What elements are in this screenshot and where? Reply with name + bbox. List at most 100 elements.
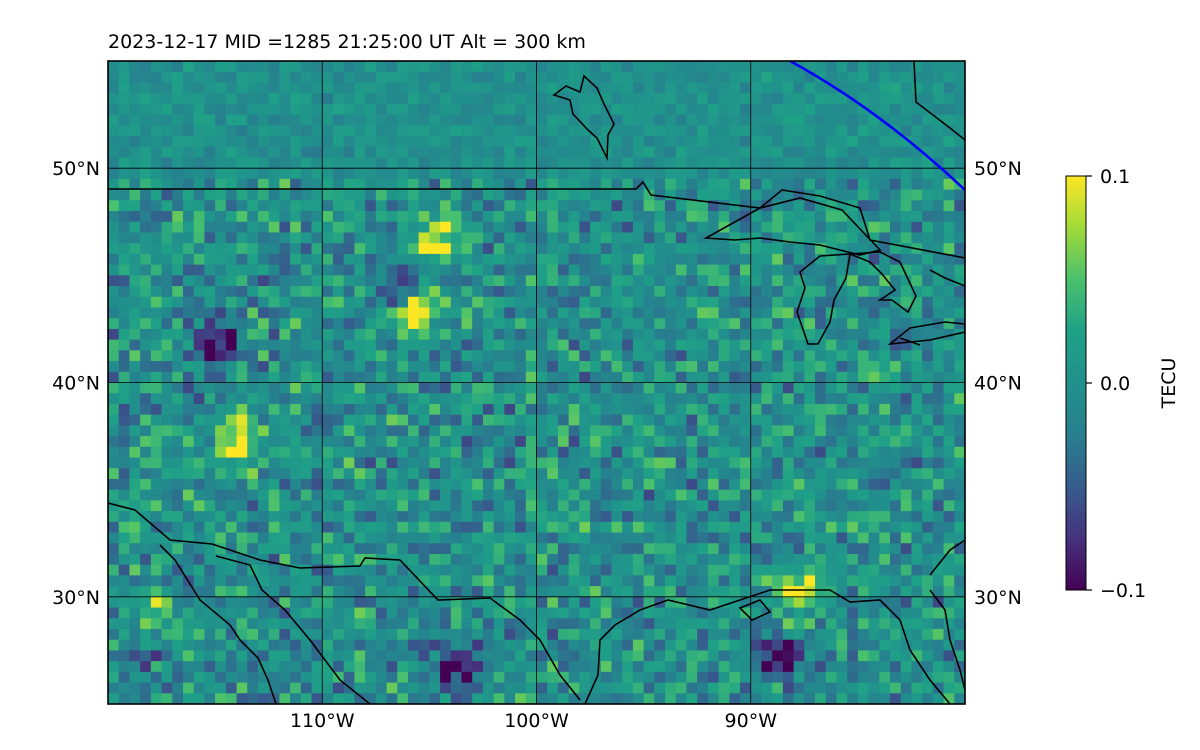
heatmap-cell bbox=[407, 511, 420, 523]
heatmap-cell bbox=[643, 661, 655, 673]
heatmap-cell bbox=[343, 146, 355, 159]
heatmap-cell bbox=[879, 82, 891, 94]
heatmap-cell bbox=[429, 521, 441, 534]
heatmap-cell bbox=[900, 93, 913, 105]
heatmap-cell bbox=[504, 103, 516, 116]
heatmap-cell bbox=[140, 500, 152, 512]
heatmap-cell bbox=[686, 350, 698, 362]
heatmap-cell bbox=[150, 403, 163, 416]
heatmap-cell bbox=[675, 468, 688, 480]
heatmap-cell bbox=[654, 436, 666, 448]
heatmap-cell bbox=[108, 661, 120, 673]
heatmap-cell bbox=[140, 114, 152, 126]
heatmap-cell bbox=[161, 403, 173, 416]
heatmap-cell bbox=[568, 414, 580, 426]
heatmap-cell bbox=[740, 403, 752, 416]
heatmap-cell bbox=[600, 596, 613, 609]
heatmap-cell bbox=[354, 650, 366, 662]
heatmap-cell bbox=[815, 543, 827, 555]
heatmap-cell bbox=[504, 693, 516, 704]
heatmap-cell bbox=[943, 82, 955, 94]
heatmap-cell bbox=[632, 157, 645, 169]
heatmap-cell bbox=[665, 125, 677, 137]
heatmap-cell bbox=[515, 436, 527, 448]
heatmap-cell bbox=[193, 103, 206, 116]
heatmap-cell bbox=[761, 361, 773, 373]
heatmap-cell bbox=[654, 586, 666, 598]
heatmap-cell bbox=[761, 146, 773, 159]
heatmap-cell bbox=[515, 361, 527, 373]
heatmap-cell bbox=[729, 693, 741, 704]
heatmap-cell bbox=[332, 125, 345, 137]
heatmap-cell bbox=[579, 168, 591, 180]
heatmap-cell bbox=[493, 136, 505, 148]
heatmap-cell bbox=[729, 243, 741, 255]
heatmap-cell bbox=[740, 596, 752, 609]
heatmap-cell bbox=[932, 671, 945, 684]
heatmap-cell bbox=[622, 693, 634, 704]
heatmap-cell bbox=[750, 586, 763, 598]
heatmap-cell bbox=[118, 403, 131, 416]
heatmap-cell bbox=[118, 243, 131, 255]
heatmap-cell bbox=[665, 318, 677, 330]
heatmap-cell bbox=[118, 189, 131, 201]
heatmap-cell bbox=[632, 339, 645, 351]
heatmap-cell bbox=[204, 639, 216, 652]
heatmap-cell bbox=[815, 114, 827, 126]
heatmap-cell bbox=[257, 425, 270, 437]
heatmap-cell bbox=[536, 468, 548, 480]
heatmap-cell bbox=[793, 575, 805, 587]
heatmap-cell bbox=[782, 264, 795, 276]
heatmap-cell bbox=[600, 350, 613, 362]
heatmap-cell bbox=[643, 543, 655, 555]
heatmap-cell bbox=[290, 671, 302, 684]
heatmap-cell bbox=[568, 446, 580, 459]
heatmap-cell bbox=[108, 650, 120, 662]
heatmap-cell bbox=[525, 607, 538, 619]
heatmap-cell bbox=[707, 275, 720, 287]
heatmap-cell bbox=[825, 168, 838, 180]
heatmap-cell bbox=[547, 575, 559, 587]
heatmap-cell bbox=[932, 275, 945, 287]
heatmap-cell bbox=[675, 71, 688, 84]
heatmap-cell bbox=[525, 693, 538, 704]
heatmap-cell bbox=[943, 339, 955, 351]
heatmap-cell bbox=[675, 232, 688, 244]
heatmap-cell bbox=[697, 286, 709, 298]
terminator-line bbox=[789, 61, 965, 191]
heatmap-cell bbox=[707, 607, 720, 619]
heatmap-cell bbox=[204, 511, 216, 523]
heatmap-cell bbox=[247, 457, 259, 469]
heatmap-cell bbox=[922, 114, 934, 126]
heatmap-cell bbox=[525, 296, 538, 309]
heatmap-cell bbox=[343, 125, 355, 137]
heatmap-cell bbox=[911, 221, 923, 234]
heatmap-cell bbox=[236, 328, 248, 341]
heatmap-cell bbox=[568, 575, 580, 587]
heatmap-cell bbox=[365, 71, 377, 84]
heatmap-cell bbox=[429, 543, 441, 555]
heatmap-cell bbox=[204, 307, 216, 319]
heatmap-cell bbox=[215, 211, 227, 223]
heatmap-cell bbox=[279, 350, 291, 362]
lake-michigan-shore bbox=[796, 253, 851, 345]
heatmap-cell bbox=[611, 596, 623, 609]
heatmap-cell bbox=[365, 61, 377, 73]
heatmap-cell bbox=[632, 136, 645, 148]
heatmap-cell bbox=[654, 532, 666, 544]
heatmap-cell bbox=[225, 457, 238, 469]
heatmap-cell bbox=[547, 382, 559, 394]
heatmap-cell bbox=[890, 243, 902, 255]
heatmap-cell bbox=[643, 286, 655, 298]
heatmap-cell bbox=[740, 393, 752, 405]
heatmap-cell bbox=[461, 178, 473, 191]
heatmap-cell bbox=[193, 125, 206, 137]
heatmap-cell bbox=[129, 436, 141, 448]
heatmap-cell bbox=[686, 221, 698, 234]
heatmap-cell bbox=[943, 157, 955, 169]
heatmap-cell bbox=[718, 596, 730, 609]
heatmap-cell bbox=[215, 146, 227, 159]
heatmap-cell bbox=[772, 339, 784, 351]
heatmap-cell bbox=[300, 500, 313, 512]
heatmap-cell bbox=[557, 146, 570, 159]
